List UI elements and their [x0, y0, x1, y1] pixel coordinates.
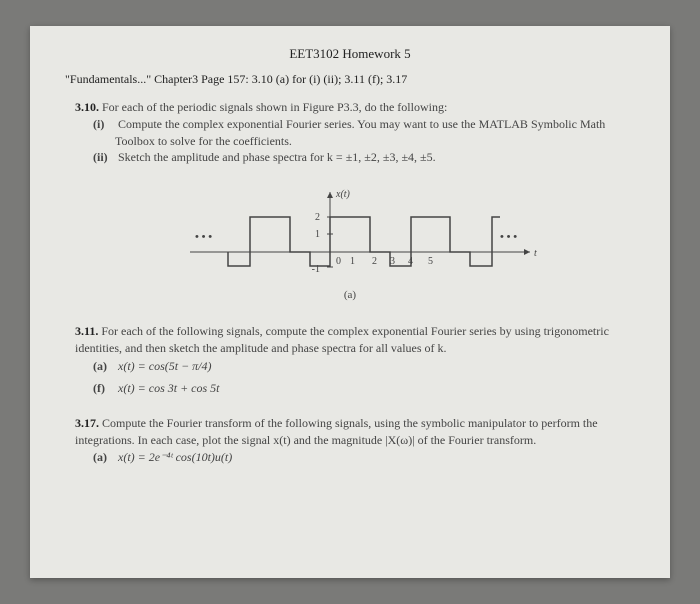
- subitem-text: Sketch the amplitude and phase spectra f…: [118, 150, 436, 164]
- problem-number: 3.10.: [75, 100, 99, 114]
- problem-3-11: 3.11. For each of the following signals,…: [65, 323, 635, 397]
- problem-intro-text: For each of the following signals, compu…: [75, 324, 609, 355]
- svg-text:• • •: • • •: [500, 231, 517, 243]
- subitem-label: (a): [93, 357, 115, 375]
- problem-intro-text: For each of the periodic signals shown i…: [102, 100, 447, 114]
- problem-3-17: 3.17. Compute the Fourier transform of t…: [65, 415, 635, 467]
- subitem-text: Compute the complex exponential Fourier …: [115, 117, 605, 148]
- formula-text: x(t) = 2e⁻⁴ᵗ cos(10t)u(t): [118, 450, 232, 464]
- subitem-f: (f) x(t) = cos 3t + cos 5t: [115, 379, 635, 397]
- svg-text:• • •: • • •: [195, 231, 212, 243]
- formula-text: x(t) = cos 3t + cos 5t: [118, 381, 220, 395]
- problem-3-10: 3.10. For each of the periodic signals s…: [65, 99, 635, 301]
- signal-plot: 2 1 -1 0 1 2 3 4 5 x(t) t • • • • • •: [150, 182, 550, 277]
- page-subtitle: "Fundamentals..." Chapter3 Page 157: 3.1…: [65, 72, 635, 87]
- subitem-a: (a) x(t) = cos(5t − π/4): [115, 357, 635, 375]
- figure-container: 2 1 -1 0 1 2 3 4 5 x(t) t • • • • • •: [65, 182, 635, 277]
- svg-text:1: 1: [350, 256, 355, 267]
- svg-text:0: 0: [336, 256, 341, 267]
- problem-intro: 3.11. For each of the following signals,…: [75, 323, 635, 357]
- subitem-a: (a) x(t) = 2e⁻⁴ᵗ cos(10t)u(t): [115, 448, 635, 466]
- problem-number: 3.17.: [75, 416, 99, 430]
- subitem-label: (i): [93, 116, 115, 133]
- svg-text:1: 1: [315, 229, 320, 240]
- svg-text:t: t: [534, 248, 537, 259]
- subitem-label: (f): [93, 379, 115, 397]
- page-title: EET3102 Homework 5: [65, 46, 635, 62]
- problem-intro: 3.10. For each of the periodic signals s…: [75, 99, 635, 116]
- svg-text:2: 2: [372, 256, 377, 267]
- svg-text:2: 2: [315, 212, 320, 223]
- formula-text: x(t) = cos(5t − π/4): [118, 359, 212, 373]
- subitem-label: (a): [93, 448, 115, 466]
- problem-intro: 3.17. Compute the Fourier transform of t…: [75, 415, 635, 449]
- problem-intro-text: Compute the Fourier transform of the fol…: [75, 416, 598, 447]
- problem-number: 3.11.: [75, 324, 98, 338]
- document-page: EET3102 Homework 5 "Fundamentals..." Cha…: [30, 26, 670, 578]
- subitem-ii: (ii) Sketch the amplitude and phase spec…: [115, 149, 635, 166]
- subitem-i: (i) Compute the complex exponential Four…: [115, 116, 635, 150]
- svg-text:x(t): x(t): [335, 189, 351, 200]
- svg-text:5: 5: [428, 256, 433, 267]
- figure-caption: (a): [65, 289, 635, 301]
- subitem-label: (ii): [93, 149, 115, 166]
